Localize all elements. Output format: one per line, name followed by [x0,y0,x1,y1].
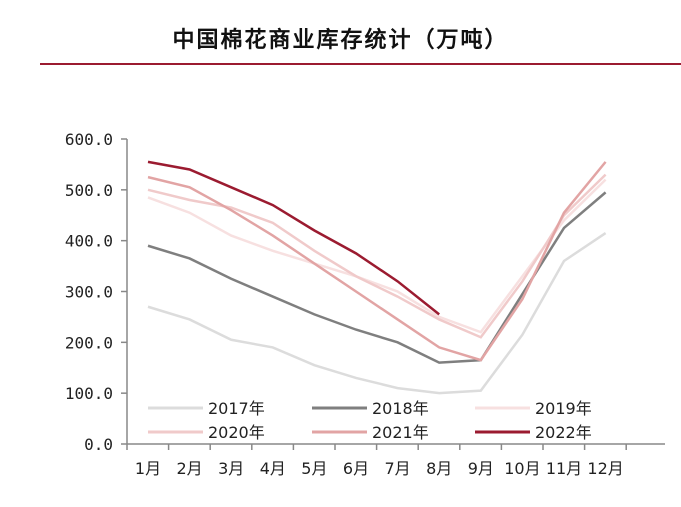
y-tick-label: 200.0 [65,333,113,352]
x-tick-label: 4月 [260,459,286,478]
x-tick-label: 5月 [301,459,327,478]
chart-title: 中国棉花商业库存统计（万吨） [172,27,509,53]
x-tick-label: 11月 [546,459,582,478]
title-underline [40,63,681,65]
y-tick-label: 300.0 [65,283,113,302]
legend-label: 2018年 [372,399,429,418]
x-tick-label: 7月 [385,459,411,478]
x-tick-label: 2月 [177,459,203,478]
series-line-2022年 [147,160,440,316]
series-line-2019年 [147,178,607,334]
y-tick-label: 100.0 [65,384,113,403]
legend-label: 2021年 [372,423,429,442]
series-line-2017年 [147,232,607,395]
legend-label: 2017年 [208,399,265,418]
series-line-2020年 [147,173,607,339]
x-tick-label: 6月 [343,459,369,478]
x-tick-label: 8月 [426,459,452,478]
x-tick-label: 1月 [135,459,161,478]
y-tick-label: 600.0 [65,130,113,149]
x-tick-label: 3月 [218,459,244,478]
y-tick-label: 400.0 [65,232,113,251]
y-tick-label: 0.0 [84,435,113,454]
x-tick-label: 9月 [468,459,494,478]
x-tick-label: 12月 [587,459,623,478]
x-tick-label: 10月 [504,459,540,478]
legend-label: 2020年 [208,423,265,442]
series-line-2018年 [147,191,607,364]
legend-label: 2022年 [535,423,592,442]
legend-label: 2019年 [535,399,592,418]
y-tick-label: 500.0 [65,181,113,200]
series-line-2021年 [147,161,607,362]
